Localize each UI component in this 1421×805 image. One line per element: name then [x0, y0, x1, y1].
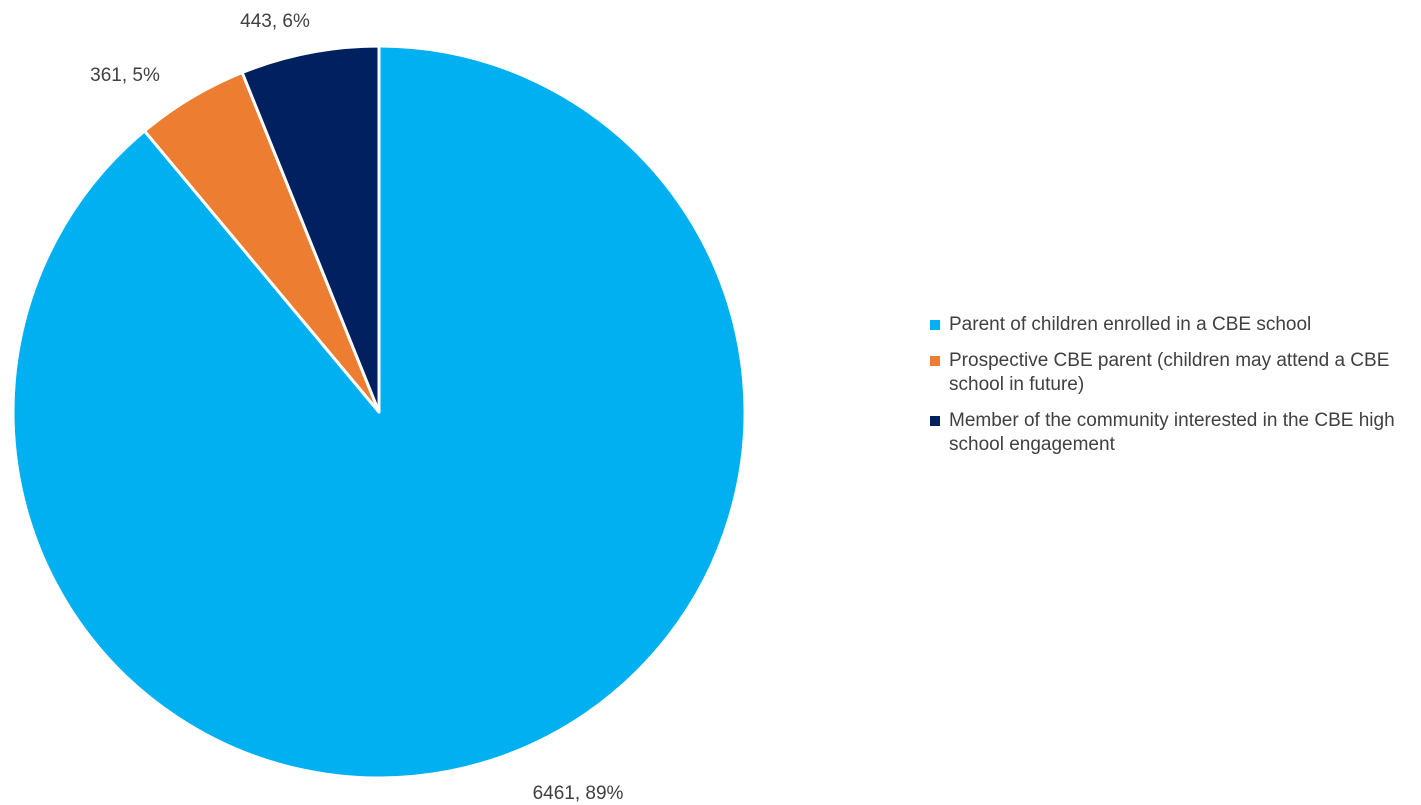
data-label-prospective: 361, 5%: [90, 65, 160, 86]
data-label-community: 443, 6%: [240, 11, 310, 32]
pie-data-labels: 6461, 89% 361, 5% 443, 6%: [90, 11, 623, 804]
legend-item-prospective: Prospective CBE parent (children may att…: [930, 349, 1410, 397]
legend-swatch-prospective: [930, 356, 940, 366]
legend-item-community: Member of the community interested in th…: [930, 409, 1410, 457]
legend-item-parent: Parent of children enrolled in a CBE sch…: [930, 313, 1410, 337]
legend-label-community: Member of the community interested in th…: [949, 410, 1395, 455]
legend-label-prospective: Prospective CBE parent (children may att…: [949, 350, 1390, 395]
legend-swatch-parent: [930, 320, 940, 330]
pie-slices: [11, 44, 747, 780]
legend: Parent of children enrolled in a CBE sch…: [930, 313, 1410, 469]
legend-swatch-community: [930, 416, 940, 426]
data-label-parent: 6461, 89%: [533, 783, 624, 804]
legend-label-parent: Parent of children enrolled in a CBE sch…: [949, 314, 1312, 335]
slice-community: [240, 44, 381, 414]
slice-parent: [11, 44, 747, 780]
